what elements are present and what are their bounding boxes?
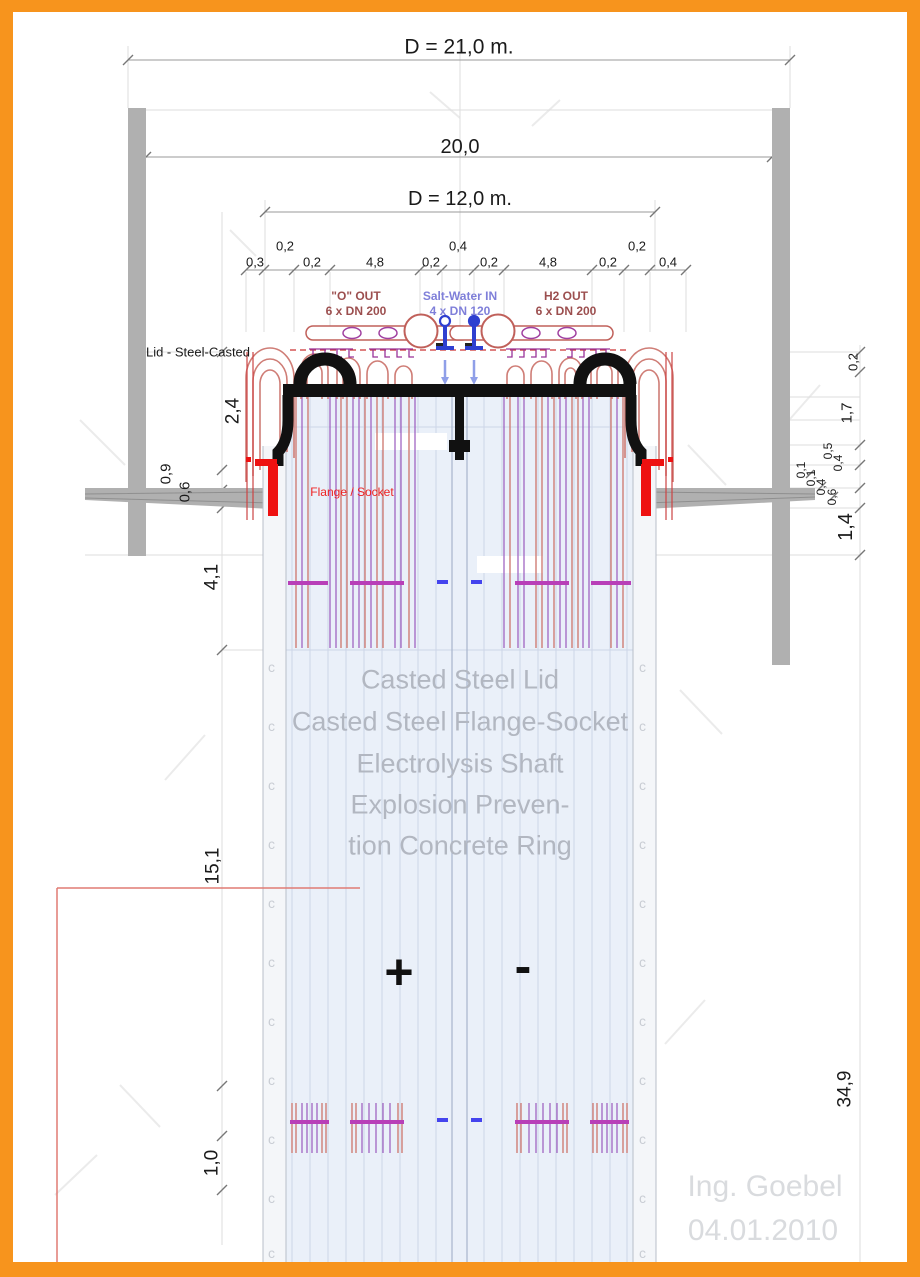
frame-top xyxy=(0,0,920,12)
center-text-flange: Casted Steel Flange-Socket xyxy=(291,706,629,737)
label-h2-out: H2 OUT 6 x DN 200 xyxy=(536,289,597,319)
dim-chain-0: 0,3 xyxy=(245,254,265,270)
lid-center-divider xyxy=(455,395,464,442)
svg-text:c: c xyxy=(639,1131,646,1147)
dim-right-7: 0,6 xyxy=(825,488,839,506)
manifold-port-left xyxy=(403,313,439,349)
svg-text:c: c xyxy=(268,777,275,793)
lid-cutout-box xyxy=(375,433,447,450)
building-wall-right xyxy=(772,108,790,665)
label-salt-water-in: Salt-Water IN 4 x DN 120 xyxy=(423,289,497,319)
dim-chain-9: 0,2 xyxy=(627,238,647,254)
svg-text:c: c xyxy=(268,895,275,911)
o-out-line1: "O" OUT xyxy=(331,289,381,303)
manifold-port-right xyxy=(480,313,516,349)
dim-chain-4: 0,2 xyxy=(421,254,441,270)
dim-chain-7: 4,8 xyxy=(538,254,558,270)
building-walls xyxy=(84,108,816,665)
dim-inner-width: 20,0 xyxy=(440,136,480,158)
h2-out-line1: H2 OUT xyxy=(543,289,589,303)
label-flange-socket: Flange / Socket xyxy=(310,485,394,499)
dimension-lines xyxy=(128,59,790,271)
svg-text:c: c xyxy=(639,659,646,675)
concrete-ring-walls: c c c c c c c c c c c c c c c c c c c c c c xyxy=(262,446,657,1262)
label-o-out: "O" OUT 6 x DN 200 xyxy=(326,289,387,319)
svg-text:c: c xyxy=(639,1245,646,1261)
h2-out-line2: 6 x DN 200 xyxy=(535,304,597,318)
svg-text:c: c xyxy=(639,895,646,911)
drawing-date: 04.01.2010 xyxy=(687,1214,839,1247)
svg-text:c: c xyxy=(639,1072,646,1088)
lid-center-foot xyxy=(449,440,470,460)
dim-right-9: 34,9 xyxy=(834,1070,856,1108)
svg-text:c: c xyxy=(268,836,275,852)
svg-text:c: c xyxy=(639,1013,646,1029)
frame-bottom xyxy=(0,1262,920,1277)
center-text-lid: Casted Steel Lid xyxy=(360,664,560,695)
electrode-pipes-upper xyxy=(288,397,631,648)
dim-chain-6: 0,2 xyxy=(479,254,499,270)
salt-water-line1: Salt-Water IN xyxy=(422,289,498,303)
svg-text:c: c xyxy=(268,1245,275,1261)
dim-right-8: 1,4 xyxy=(835,513,857,541)
svg-text:c: c xyxy=(268,1190,275,1206)
svg-text:c: c xyxy=(268,659,275,675)
dim-chain-8: 0,2 xyxy=(598,254,618,270)
lid-edge-left xyxy=(272,395,294,466)
dim-right-0: 0,2 xyxy=(845,352,861,372)
frame-left xyxy=(0,0,13,1277)
salt-water-line2: 4 x DN 120 xyxy=(429,304,491,318)
svg-text:c: c xyxy=(639,1190,646,1206)
dim-left-0: 2,4 xyxy=(222,397,244,425)
svg-text:c: c xyxy=(639,954,646,970)
dim-left-5: 1,0 xyxy=(201,1149,223,1177)
outer-riser-pipes xyxy=(246,352,673,520)
depth-reference-line xyxy=(56,887,360,1262)
svg-text:c: c xyxy=(268,954,275,970)
dim-left-1: 0,9 xyxy=(157,463,175,485)
label-lid-steel-casted: Lid - Steel-Casted xyxy=(145,344,251,360)
dim-chain-2: 0,2 xyxy=(302,254,322,270)
svg-text:c: c xyxy=(268,718,275,734)
lid-edge-right xyxy=(625,395,647,466)
dim-chain-3: 4,8 xyxy=(365,254,385,270)
building-wall-left xyxy=(128,108,146,556)
lid-handle-left xyxy=(293,352,357,385)
center-text-explosion: Explosion Preven- xyxy=(350,789,570,820)
dim-left-4: 15,1 xyxy=(202,847,224,885)
dim-lid-diameter: D = 12,0 m. xyxy=(408,188,512,210)
dim-left-2: 0,6 xyxy=(176,481,194,503)
svg-text:c: c xyxy=(268,1131,275,1147)
dim-outer-diameter: D = 21,0 m. xyxy=(404,35,514,59)
author-name: Ing. Goebel xyxy=(687,1170,843,1203)
cathode-minus-sign: - xyxy=(514,938,532,994)
anchor-hooks: c c c c c c c c c c c c c c c c c c c c c c xyxy=(268,659,646,1261)
dim-chain-5: 0,4 xyxy=(448,238,468,254)
dim-left-3: 4,1 xyxy=(201,563,223,591)
svg-text:c: c xyxy=(268,1072,275,1088)
electrode-pipes-lower xyxy=(290,1103,629,1153)
lid-plate xyxy=(283,384,636,397)
salt-water-inlet-bolts xyxy=(436,314,483,385)
svg-text:c: c xyxy=(268,1013,275,1029)
frame-right xyxy=(907,0,920,1277)
steel-lid xyxy=(246,352,673,516)
dim-chain-10: 0,4 xyxy=(658,254,678,270)
flange-socket xyxy=(246,457,673,516)
svg-text:c: c xyxy=(639,718,646,734)
center-text-shaft: Electrolysis Shaft xyxy=(356,748,564,779)
lid-handle-right xyxy=(573,352,637,385)
anode-plus-sign: + xyxy=(384,944,414,1000)
svg-text:c: c xyxy=(639,836,646,852)
dim-right-1: 1,7 xyxy=(838,402,856,424)
dim-chain-1: 0,2 xyxy=(275,238,295,254)
dimension-ticks xyxy=(122,54,866,1196)
center-text-concrete-ring: tion Concrete Ring xyxy=(348,830,572,861)
o-out-line2: 6 x DN 200 xyxy=(325,304,387,318)
svg-text:c: c xyxy=(639,777,646,793)
shaft-interior xyxy=(286,397,633,1262)
dim-right-3: 0,4 xyxy=(831,454,845,472)
